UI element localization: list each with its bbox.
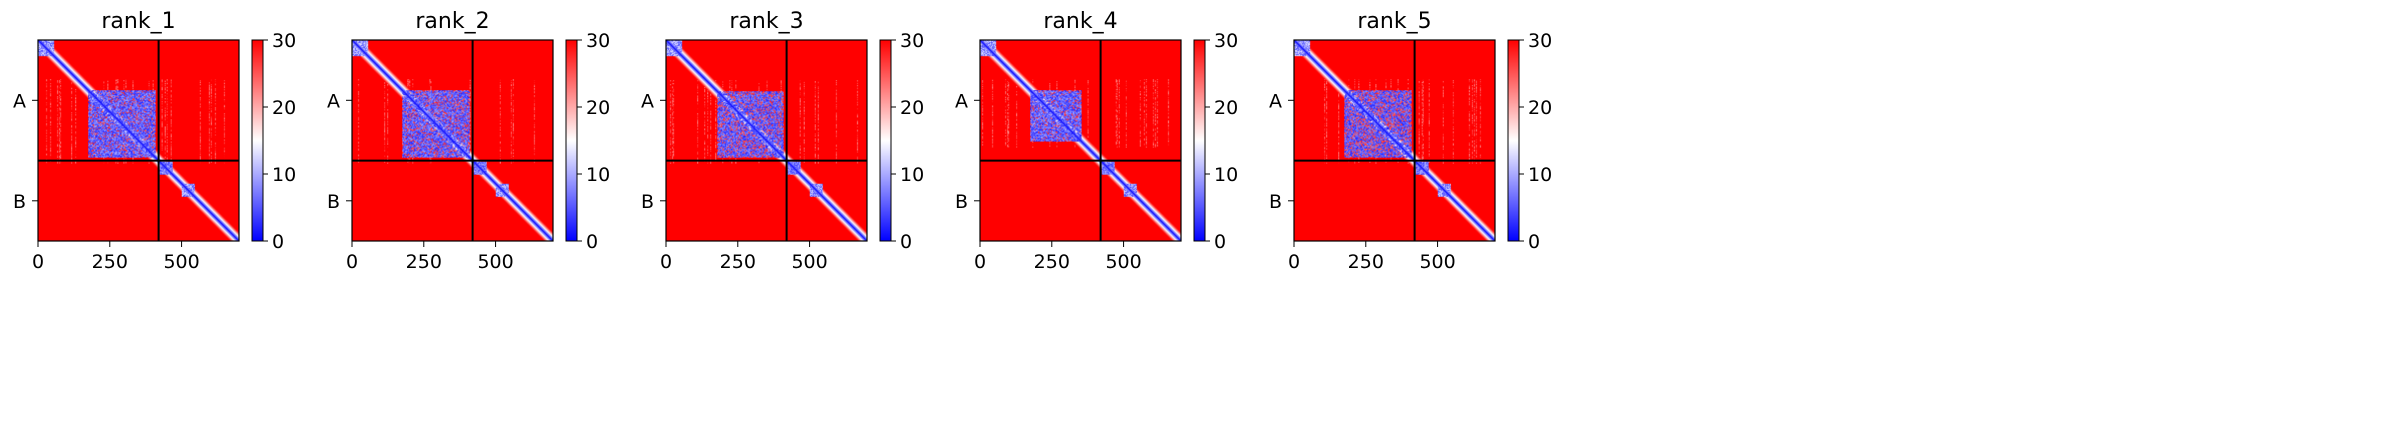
colorbar-tick-label: 0 [900, 231, 912, 253]
y-tick-label: B [641, 191, 654, 213]
y-tick-label: A [955, 90, 968, 112]
x-tick-label: 250 [92, 251, 128, 273]
colorbar-tick-label: 10 [1214, 164, 1238, 186]
colorbar-tick-label: 0 [1528, 231, 1540, 253]
colorbar-tick-label: 0 [586, 231, 598, 253]
heatmap-image-rank_1 [38, 40, 239, 241]
x-tick-label: 500 [791, 251, 827, 273]
x-tick-label: 250 [720, 251, 756, 273]
heatmap-image-rank_2 [352, 40, 553, 241]
colorbar [251, 39, 264, 242]
panel-title: rank_3 [729, 9, 803, 34]
panel-rank_3: rank_3 0 250 500 A B 0 10 20 30 [641, 9, 924, 273]
plot-frame [37, 39, 240, 242]
panel-rank_1: rank_1 0 250 500 A B 0 10 20 30 [13, 9, 296, 273]
x-tick-label: 0 [32, 251, 44, 273]
y-tick-label: B [13, 191, 26, 213]
heatmap-image-rank_4 [980, 40, 1181, 241]
panel-title: rank_5 [1357, 9, 1431, 34]
x-tick-label: 500 [1105, 251, 1141, 273]
x-tick-label: 250 [1034, 251, 1070, 273]
colorbar-tick-label: 20 [1214, 97, 1238, 119]
x-tick-label: 250 [406, 251, 442, 273]
panel-title: rank_2 [415, 9, 489, 34]
y-tick-label: B [327, 191, 340, 213]
plot-frame [979, 39, 1182, 242]
y-tick-label: A [641, 90, 654, 112]
panel-rank_5: rank_5 0 250 500 A B 0 10 20 30 [1269, 9, 1552, 273]
colorbar-tick-label: 10 [272, 164, 296, 186]
colorbar-tick-label: 20 [272, 97, 296, 119]
colorbar-tick-label: 30 [272, 30, 296, 52]
y-tick-label: A [1269, 90, 1282, 112]
y-tick-label: B [1269, 191, 1282, 213]
panel-rank_4: rank_4 0 250 500 A B 0 10 20 30 [955, 9, 1238, 273]
heatmap-image-rank_5 [1294, 40, 1495, 241]
plot-frame [351, 39, 554, 242]
colorbar-tick-label: 20 [586, 97, 610, 119]
panel-title: rank_4 [1043, 9, 1117, 34]
plot-frame [665, 39, 868, 242]
colorbar-tick-label: 30 [1528, 30, 1552, 52]
colorbar [879, 39, 892, 242]
colorbar-tick-label: 0 [272, 231, 284, 253]
colorbar-tick-label: 10 [900, 164, 924, 186]
colorbar-tick-label: 30 [586, 30, 610, 52]
colorbar-tick-label: 20 [1528, 97, 1552, 119]
x-tick-label: 0 [660, 251, 672, 273]
x-tick-label: 0 [974, 251, 986, 273]
panel-rank_2: rank_2 0 250 500 A B 0 10 20 30 [327, 9, 610, 273]
colorbar-tick-label: 10 [586, 164, 610, 186]
y-tick-label: B [955, 191, 968, 213]
colorbar [1193, 39, 1206, 242]
heatmap-image-rank_3 [666, 40, 867, 241]
x-tick-label: 0 [346, 251, 358, 273]
colorbar-tick-label: 30 [900, 30, 924, 52]
colorbar-tick-label: 10 [1528, 164, 1552, 186]
y-tick-label: A [327, 90, 340, 112]
colorbar-tick-label: 30 [1214, 30, 1238, 52]
x-tick-label: 500 [477, 251, 513, 273]
x-tick-label: 500 [163, 251, 199, 273]
plot-frame [1293, 39, 1496, 242]
x-tick-label: 500 [1419, 251, 1455, 273]
y-tick-label: A [13, 90, 26, 112]
colorbar-tick-label: 0 [1214, 231, 1226, 253]
panel-title: rank_1 [101, 9, 175, 34]
x-tick-label: 250 [1348, 251, 1384, 273]
colorbar [565, 39, 578, 242]
x-tick-label: 0 [1288, 251, 1300, 273]
colorbar [1507, 39, 1520, 242]
colorbar-tick-label: 20 [900, 97, 924, 119]
